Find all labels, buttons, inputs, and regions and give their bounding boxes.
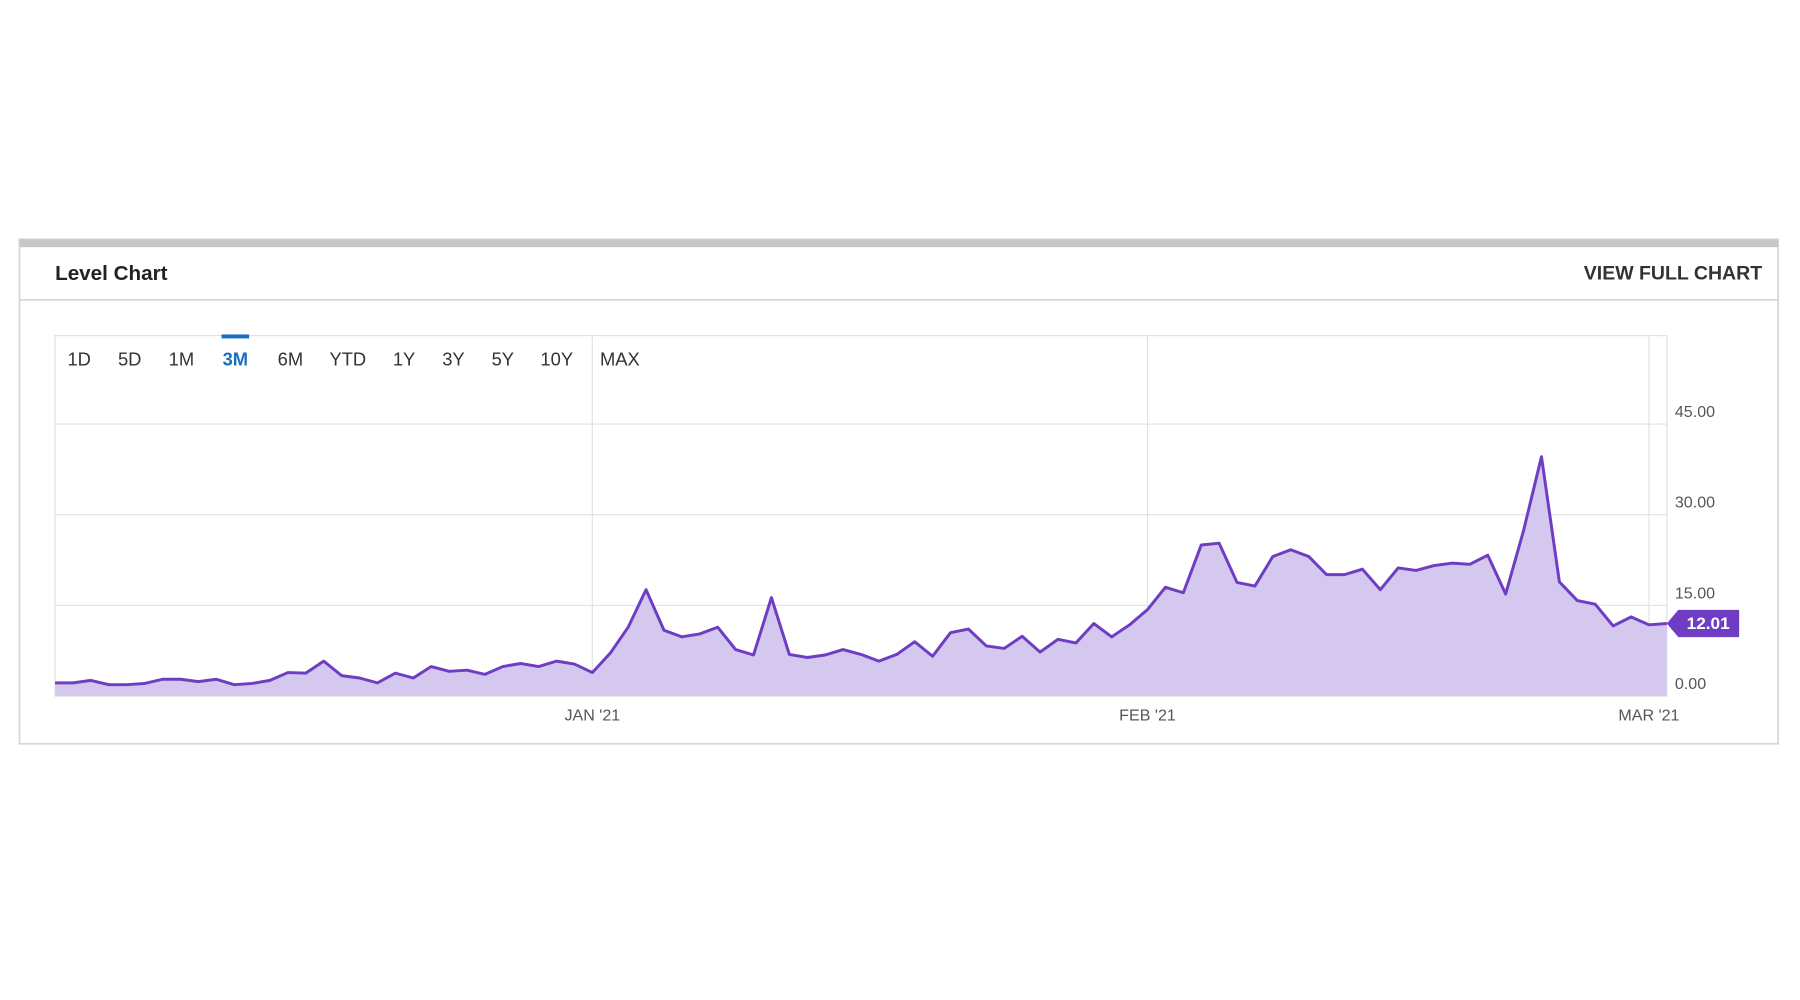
range-button[interactable]: 1M xyxy=(169,348,195,369)
range-button[interactable]: 3M xyxy=(223,348,249,369)
range-button[interactable]: MAX xyxy=(600,348,640,369)
x-tick-label: JAN '21 xyxy=(564,708,620,725)
x-tick-label: MAR '21 xyxy=(1618,708,1679,725)
area-fill xyxy=(55,456,1667,697)
range-button[interactable]: 10Y xyxy=(540,348,573,369)
range-selected-indicator xyxy=(221,334,250,339)
range-button[interactable]: 1Y xyxy=(393,348,415,369)
y-tick-label: 0.00 xyxy=(1675,676,1706,693)
y-tick-label: 30.00 xyxy=(1675,495,1715,512)
card-title: Level Chart xyxy=(55,262,168,285)
view-full-chart-link[interactable]: VIEW FULL CHART xyxy=(1584,263,1762,285)
x-tick-label: FEB '21 xyxy=(1119,708,1176,725)
range-button[interactable]: 1D xyxy=(67,348,90,369)
y-tick-label: 15.00 xyxy=(1675,585,1715,602)
card-top-bar xyxy=(19,239,1779,248)
range-button[interactable]: 6M xyxy=(278,348,304,369)
range-button[interactable]: 3Y xyxy=(442,348,464,369)
range-button[interactable]: 5Y xyxy=(492,348,514,369)
y-tick-label: 45.00 xyxy=(1675,404,1715,421)
last-value-badge xyxy=(1666,609,1740,638)
range-button[interactable]: YTD xyxy=(329,348,366,369)
range-button[interactable]: 5D xyxy=(118,348,141,369)
series-line xyxy=(55,455,1667,687)
last-value-label: 12.01 xyxy=(1687,614,1731,633)
